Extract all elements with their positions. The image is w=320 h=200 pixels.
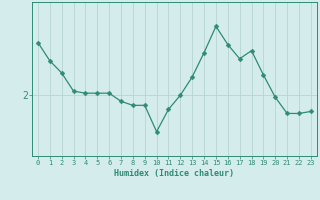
X-axis label: Humidex (Indice chaleur): Humidex (Indice chaleur): [115, 169, 234, 178]
